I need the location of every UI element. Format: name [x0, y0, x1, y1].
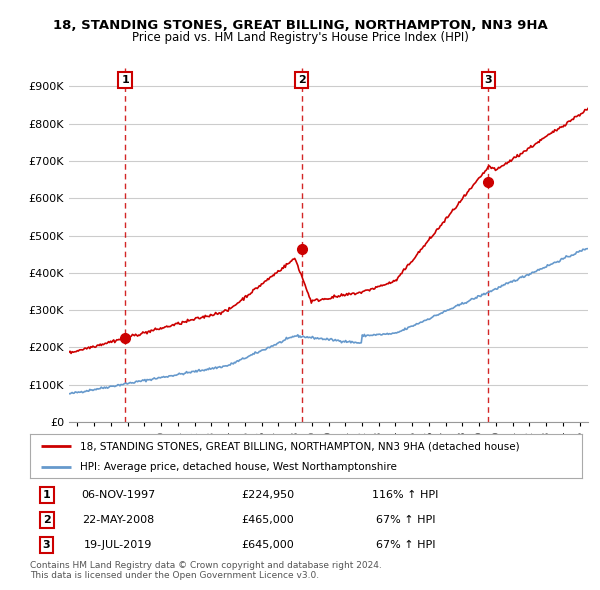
- Text: Contains HM Land Registry data © Crown copyright and database right 2024.
This d: Contains HM Land Registry data © Crown c…: [30, 560, 382, 580]
- Text: 22-MAY-2008: 22-MAY-2008: [82, 515, 154, 525]
- Text: £465,000: £465,000: [241, 515, 294, 525]
- Text: 2: 2: [43, 515, 50, 525]
- Text: 1: 1: [43, 490, 50, 500]
- Text: 1: 1: [121, 76, 129, 85]
- Text: 3: 3: [43, 540, 50, 550]
- Text: Price paid vs. HM Land Registry's House Price Index (HPI): Price paid vs. HM Land Registry's House …: [131, 31, 469, 44]
- Text: HPI: Average price, detached house, West Northamptonshire: HPI: Average price, detached house, West…: [80, 462, 397, 472]
- Text: 3: 3: [485, 76, 492, 85]
- Text: 19-JUL-2019: 19-JUL-2019: [84, 540, 152, 550]
- Text: 67% ↑ HPI: 67% ↑ HPI: [376, 515, 435, 525]
- Text: 67% ↑ HPI: 67% ↑ HPI: [376, 540, 435, 550]
- Text: 2: 2: [298, 76, 305, 85]
- Text: 18, STANDING STONES, GREAT BILLING, NORTHAMPTON, NN3 9HA: 18, STANDING STONES, GREAT BILLING, NORT…: [53, 19, 547, 32]
- Text: 116% ↑ HPI: 116% ↑ HPI: [372, 490, 439, 500]
- Text: 06-NOV-1997: 06-NOV-1997: [81, 490, 155, 500]
- Text: £224,950: £224,950: [241, 490, 294, 500]
- Text: £645,000: £645,000: [241, 540, 294, 550]
- Text: 18, STANDING STONES, GREAT BILLING, NORTHAMPTON, NN3 9HA (detached house): 18, STANDING STONES, GREAT BILLING, NORT…: [80, 441, 520, 451]
